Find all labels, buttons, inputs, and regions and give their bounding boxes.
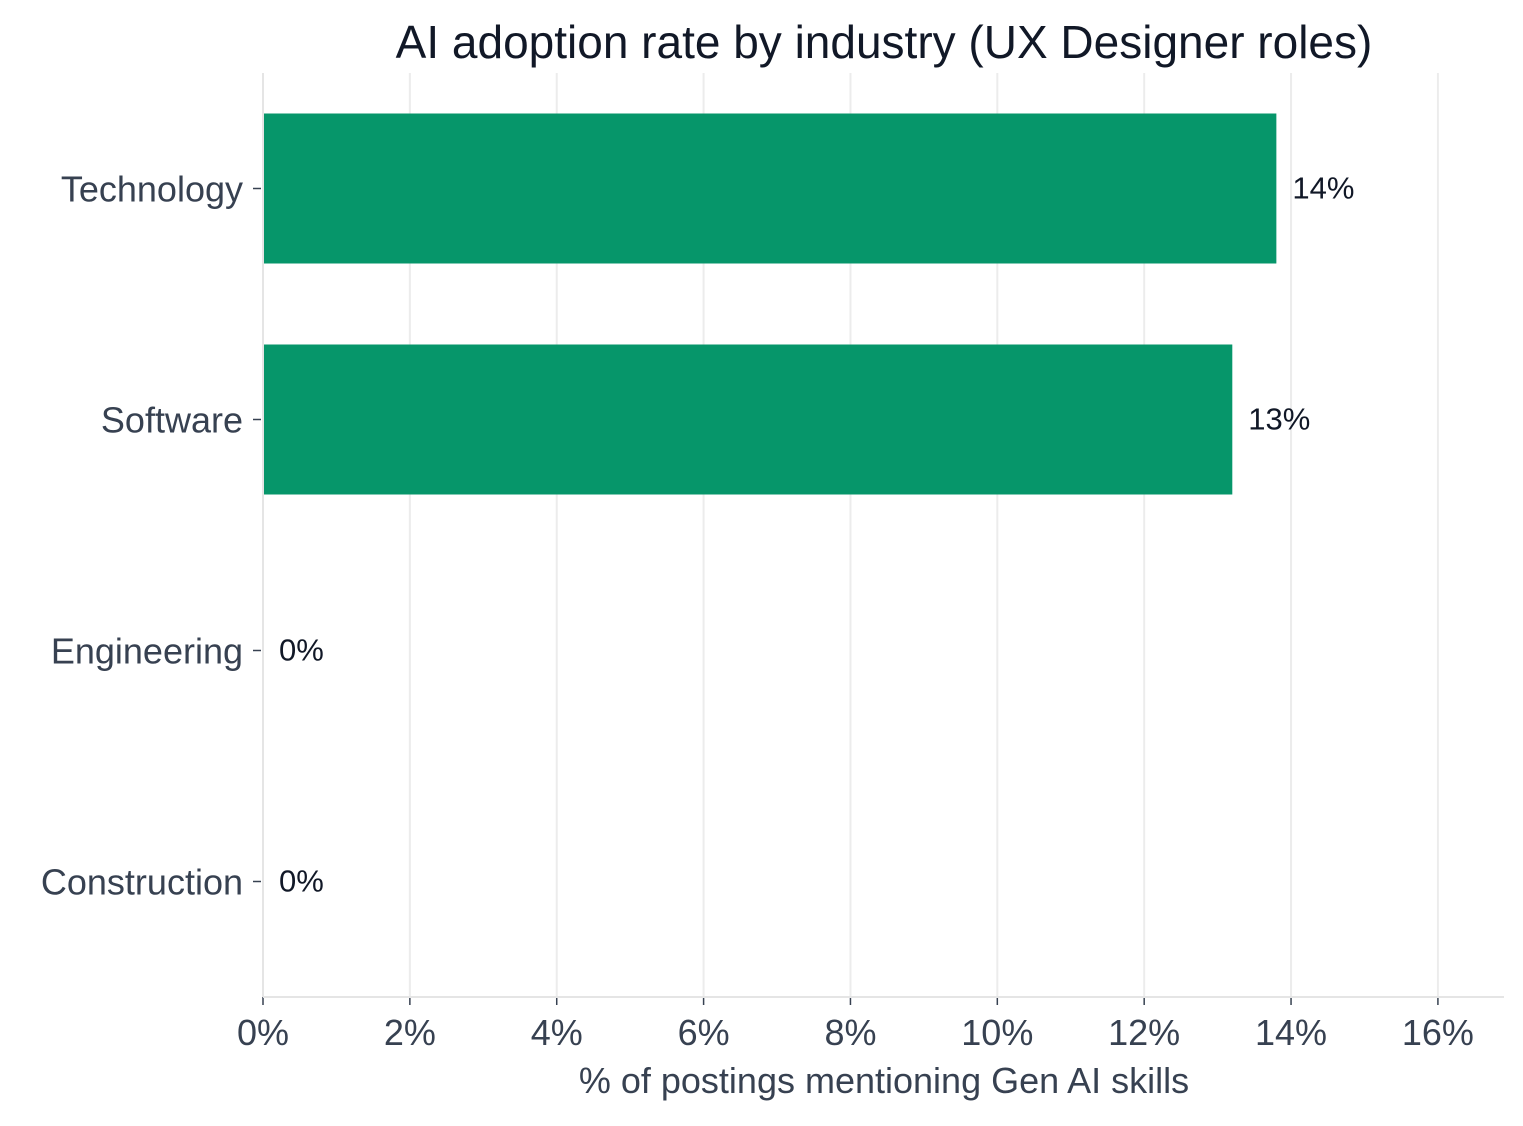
bar-value-label: 13% [1248, 402, 1310, 437]
bar [264, 113, 1277, 264]
x-tick-label: 8% [824, 1012, 876, 1053]
x-tick-label: 10% [961, 1012, 1033, 1053]
x-tick-label: 2% [384, 1012, 436, 1053]
y-tick-label: Software [101, 400, 243, 441]
bar-value-label: 0% [279, 864, 324, 899]
data-labels: 14% 13% 0% 0% [279, 171, 1354, 899]
x-tick-label: 14% [1255, 1012, 1327, 1053]
x-tick-label: 16% [1402, 1012, 1474, 1053]
bars [264, 113, 1277, 495]
x-axis-title: % of postings mentioning Gen AI skills [579, 1060, 1189, 1101]
bar-value-label: 0% [279, 633, 324, 668]
y-tick-label: Technology [61, 169, 243, 210]
y-tick-label: Construction [41, 862, 243, 903]
x-tick-label: 0% [237, 1012, 289, 1053]
bar-value-label: 14% [1292, 171, 1354, 206]
x-tick-label: 4% [531, 1012, 583, 1053]
bar [264, 344, 1233, 495]
y-tick-label: Engineering [51, 631, 243, 672]
axes: 0% 2% 4% 6% 8% 10% 12% 14% 16% Technology Software… [41, 73, 1504, 1053]
chart-title: AI adoption rate by industry (UX Designe… [396, 16, 1373, 68]
x-tick-label: 6% [678, 1012, 730, 1053]
x-tick-label: 12% [1108, 1012, 1180, 1053]
